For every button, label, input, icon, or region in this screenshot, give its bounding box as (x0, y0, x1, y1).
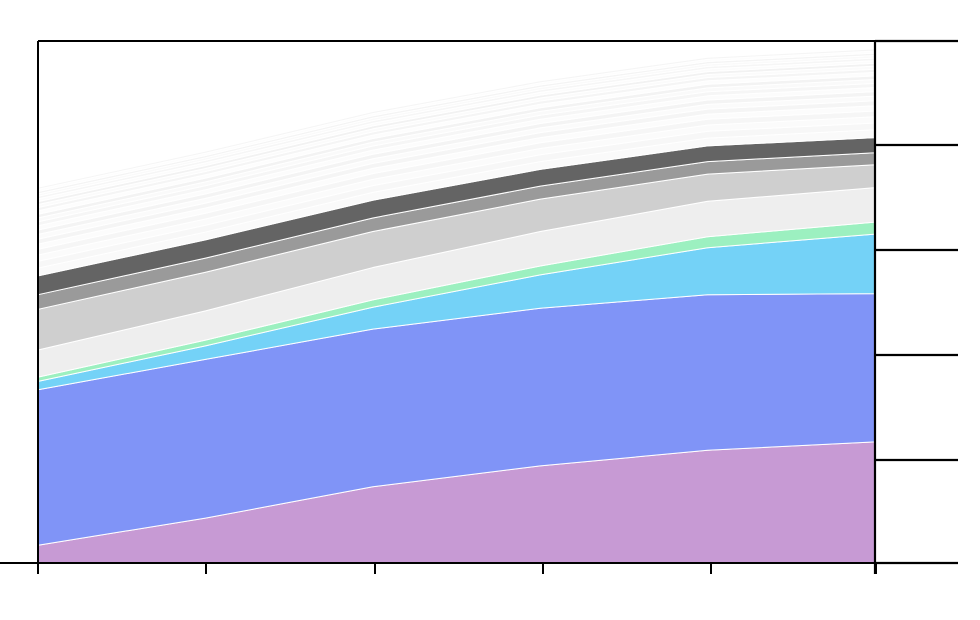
y-axis-ticks (873, 39, 958, 574)
x-axis-ticks (0, 562, 877, 574)
